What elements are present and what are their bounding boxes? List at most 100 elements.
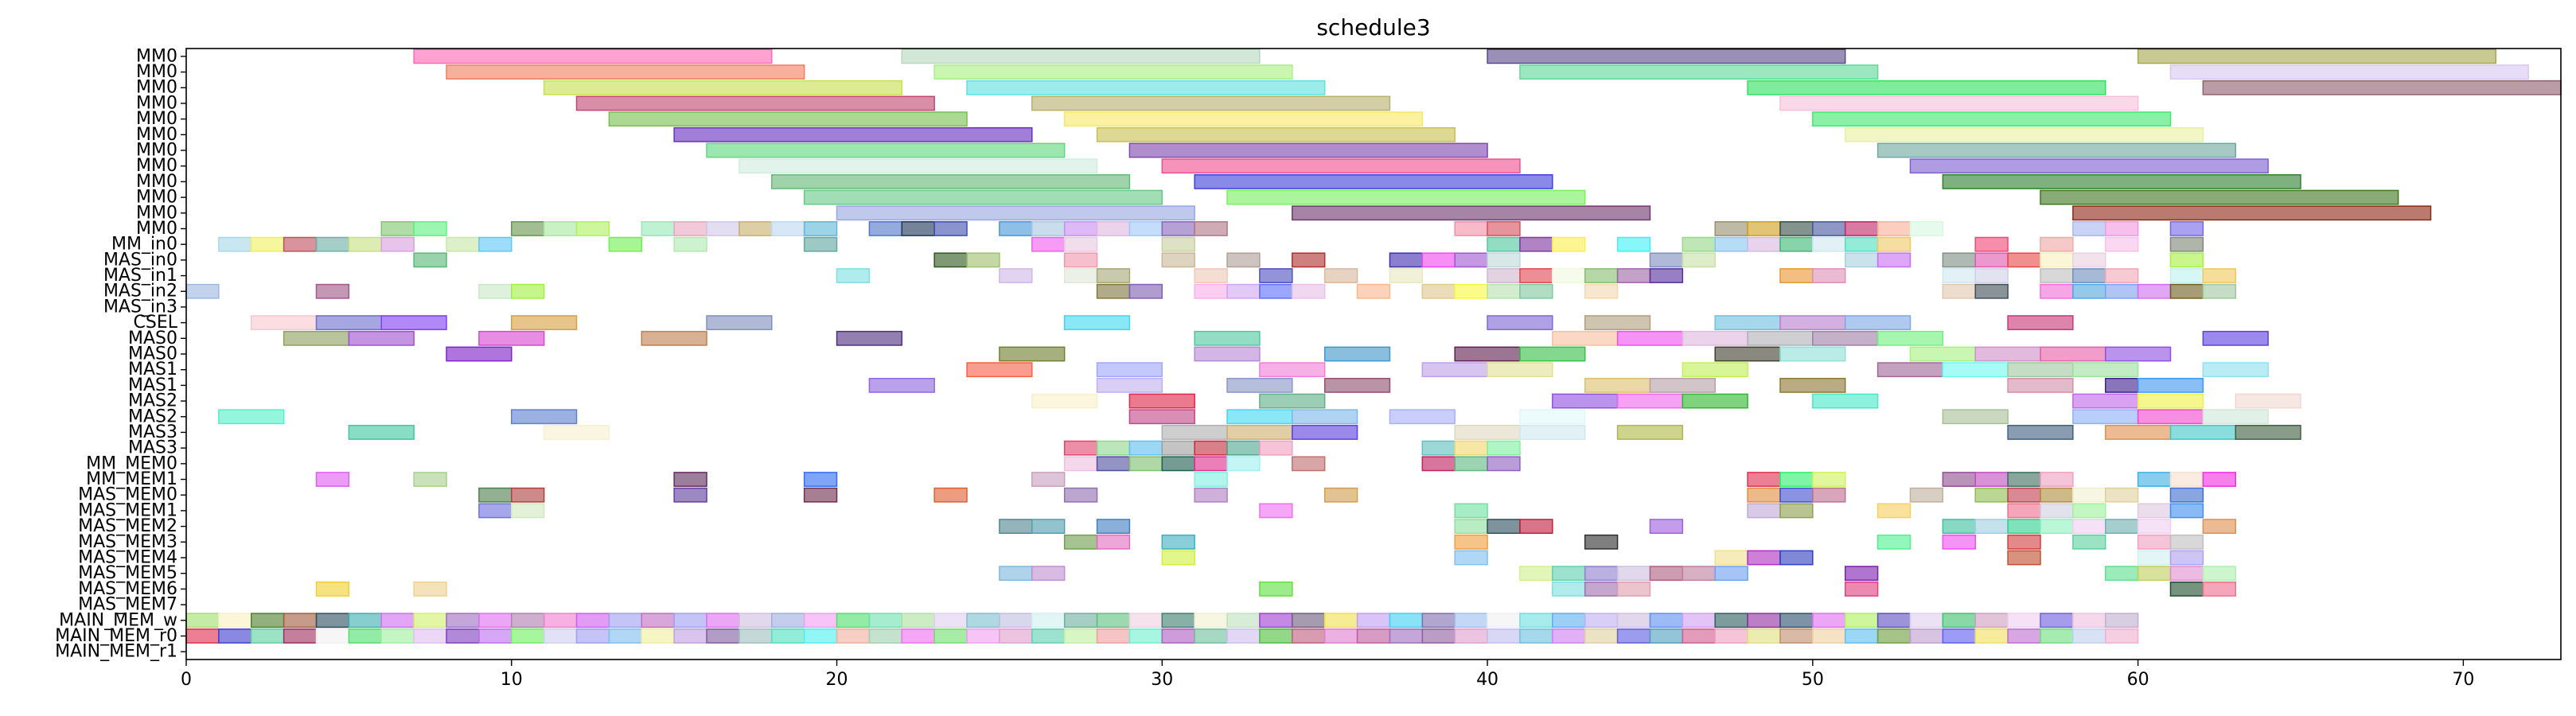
task-bar — [218, 236, 252, 252]
task-bar — [380, 628, 415, 644]
task-bar — [2104, 425, 2172, 440]
task-bar — [673, 221, 707, 236]
task-bar — [1682, 393, 1748, 409]
task-bar — [1487, 315, 1553, 331]
task-bar — [1454, 252, 1488, 268]
task-bar — [706, 628, 740, 644]
task-bar — [543, 221, 578, 236]
task-bar — [868, 377, 935, 393]
task-bar — [1226, 409, 1293, 425]
task-bar — [836, 613, 871, 628]
task-bar — [1747, 221, 1781, 236]
task-bar — [413, 613, 447, 628]
task-bar — [1519, 409, 1586, 425]
y-tick-label: MAS2 — [128, 391, 177, 411]
task-bar — [1356, 283, 1391, 299]
task-bar — [1876, 362, 1944, 378]
task-bar — [2202, 268, 2236, 283]
task-bar — [1063, 252, 1098, 268]
task-bar — [2007, 519, 2041, 535]
task-bar — [478, 487, 512, 503]
task-bar — [2202, 283, 2236, 299]
task-bar — [1259, 362, 1326, 378]
task-bar — [2169, 550, 2204, 566]
task-bar — [1584, 566, 1619, 582]
task-bar — [901, 628, 935, 644]
task-bar — [315, 315, 383, 331]
task-bar — [1682, 613, 1716, 628]
task-bar — [1421, 283, 1456, 299]
task-bar — [2104, 566, 2139, 582]
task-bar — [933, 628, 968, 644]
task-bar — [1128, 613, 1163, 628]
task-bar — [1096, 221, 1131, 236]
task-bar — [1161, 628, 1195, 644]
y-tick-label: MAS_MEM2 — [78, 516, 177, 536]
task-bar — [1812, 472, 1846, 487]
task-bar — [608, 111, 968, 127]
x-tick-label: 10 — [501, 670, 523, 690]
task-bar — [1779, 315, 1846, 331]
task-bar — [1974, 236, 2009, 252]
task-bar — [1682, 236, 1716, 252]
task-bar — [413, 49, 773, 64]
task-bar — [1714, 346, 1781, 362]
task-bar — [1616, 236, 1651, 252]
task-bar — [1876, 236, 1912, 252]
task-bar — [348, 425, 415, 440]
task-bar — [1974, 487, 2009, 503]
task-bar — [348, 613, 383, 628]
x-tick-label: 0 — [181, 670, 192, 690]
task-bar — [2007, 252, 2041, 268]
task-bar — [2007, 425, 2074, 440]
task-bar — [2040, 628, 2074, 644]
task-bar — [1552, 581, 1586, 597]
task-bar — [1909, 158, 2269, 174]
task-bar — [1844, 315, 1912, 331]
task-bar — [2007, 487, 2041, 503]
task-bar — [1063, 236, 1098, 252]
task-bar — [803, 221, 838, 236]
task-bar — [803, 236, 838, 252]
task-bar — [2072, 613, 2106, 628]
task-bar — [2169, 283, 2204, 299]
task-bar — [511, 409, 578, 425]
task-bar — [1909, 613, 1944, 628]
task-bar — [283, 330, 350, 346]
y-tick-label: MM0 — [136, 156, 177, 176]
task-bar — [2235, 393, 2301, 409]
task-bar — [1454, 613, 1488, 628]
task-bar — [803, 189, 1163, 205]
task-bar — [315, 283, 350, 299]
task-bar — [575, 613, 610, 628]
task-bar — [1876, 503, 1912, 519]
task-bar — [901, 221, 935, 236]
task-bar — [511, 613, 545, 628]
task-bar — [1552, 330, 1619, 346]
task-bar — [1519, 268, 1553, 283]
task-bar — [185, 283, 220, 299]
task-bar — [1389, 613, 1424, 628]
task-bar — [1096, 268, 1131, 283]
task-bar — [1454, 534, 1488, 550]
task-bar — [185, 628, 220, 644]
x-tick-label: 50 — [1802, 670, 1824, 690]
task-bar — [836, 205, 1195, 221]
task-bar — [868, 628, 903, 644]
task-bar — [2137, 566, 2172, 582]
task-bar — [1616, 566, 1651, 582]
task-bar — [2104, 283, 2139, 299]
task-bar — [478, 283, 512, 299]
task-bar — [1063, 268, 1098, 283]
task-bar — [1812, 628, 1846, 644]
task-bar — [1194, 173, 1553, 189]
task-bar — [446, 613, 480, 628]
task-bar — [2040, 189, 2399, 205]
task-bar — [511, 487, 545, 503]
task-bar — [1552, 566, 1586, 582]
task-bar — [1779, 377, 1846, 393]
task-bar — [1487, 236, 1521, 252]
task-bar — [2040, 519, 2074, 535]
task-bar — [1226, 377, 1293, 393]
task-bar — [1714, 550, 1748, 566]
